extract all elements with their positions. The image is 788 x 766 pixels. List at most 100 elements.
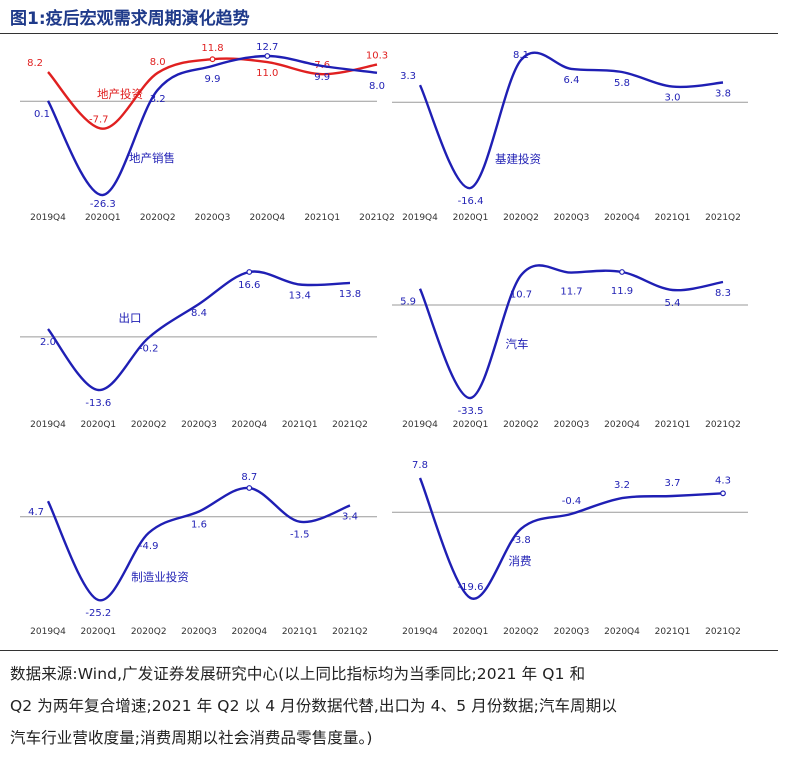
x-tick-label: 2020Q1 — [80, 420, 116, 430]
x-tick-label: 2021Q2 — [705, 627, 741, 637]
source-note-line-3: 汽车行业营收度量;消费周期以社会消费品零售度量。) — [10, 729, 373, 747]
data-label: 11.8 — [201, 43, 223, 54]
data-label: 3.2 — [614, 480, 630, 491]
series-name-label: 地产销售 — [129, 151, 175, 165]
x-tick-label: 2019Q4 — [30, 420, 66, 430]
series-name-label: 基建投资 — [495, 152, 541, 166]
data-label: -0.4 — [562, 496, 582, 507]
x-tick-label: 2020Q3 — [181, 627, 217, 637]
data-label: -3.8 — [511, 535, 531, 546]
figure-title: 图1:疫后宏观需求周期演化趋势 — [10, 9, 250, 29]
x-tick-label: 2021Q1 — [655, 420, 691, 430]
x-tick-label: 2021Q1 — [282, 627, 318, 637]
data-label: 12.7 — [256, 42, 278, 53]
x-tick-label: 2021Q2 — [705, 420, 741, 430]
data-label: 5.8 — [614, 78, 630, 89]
data-label: -4.9 — [139, 541, 159, 552]
data-label: -0.2 — [139, 344, 159, 355]
x-tick-label: 2020Q1 — [453, 213, 489, 223]
data-label: 8.1 — [513, 50, 529, 61]
data-label: -19.6 — [458, 582, 484, 593]
data-label: 3.8 — [715, 89, 731, 100]
data-label: 5.4 — [665, 298, 681, 309]
data-label: 8.0 — [150, 57, 166, 68]
x-tick-label: 2021Q1 — [655, 213, 691, 223]
data-point-marker — [246, 269, 253, 275]
data-label: 13.4 — [289, 291, 311, 302]
data-label: 3.2 — [150, 94, 166, 105]
x-tick-label: 2020Q4 — [604, 627, 640, 637]
data-label: 11.7 — [560, 287, 582, 298]
data-label: -26.3 — [90, 199, 116, 210]
x-tick-label: 2020Q4 — [604, 213, 640, 223]
x-tick-label: 2020Q2 — [140, 213, 176, 223]
data-label: 10.3 — [366, 51, 388, 62]
data-label: 16.6 — [238, 280, 260, 291]
series-line-1-2 — [46, 54, 378, 197]
source-note-line-2: Q2 为两年复合增速;2021 年 Q2 以 4 月份数据代替,出口为 4、5 … — [10, 697, 617, 715]
data-point-marker — [246, 485, 253, 491]
data-label: 8.3 — [715, 288, 731, 299]
data-label: -16.4 — [458, 196, 484, 207]
data-label: -1.5 — [290, 530, 310, 541]
data-point-marker — [619, 269, 625, 275]
series-line-2-1 — [418, 51, 724, 190]
charts-canvas: 2019Q4 2020Q1 2020Q2 2020Q3 2020Q4 2021Q1 2021… — [20, 42, 748, 637]
data-label: 3.7 — [665, 478, 681, 489]
data-label: 2.0 — [40, 337, 56, 348]
x-tick-label: 2021Q2 — [332, 420, 368, 430]
x-tick-label: 2021Q1 — [304, 213, 340, 223]
x-tick-label: 2020Q1 — [80, 627, 116, 637]
x-tick-label: 2020Q2 — [131, 420, 167, 430]
data-label: 11.0 — [256, 68, 278, 79]
data-label: 8.0 — [369, 81, 385, 92]
source-note: 数据来源:Wind,广发证券发展研究中心(以上同比指标均为当季同比;2021 年… — [10, 658, 762, 754]
series-line-3-1 — [47, 270, 351, 392]
x-tick-label: 2021Q1 — [282, 420, 318, 430]
x-tick-label: 2020Q1 — [453, 627, 489, 637]
x-tick-label: 2020Q3 — [554, 213, 590, 223]
data-label: 13.8 — [339, 289, 361, 300]
x-tick-label: 2019Q4 — [30, 627, 66, 637]
x-tick-label: 2020Q4 — [231, 420, 267, 430]
x-tick-label: 2020Q1 — [85, 213, 121, 223]
series-name-label: 地产投资 — [97, 87, 143, 101]
data-label: 7.8 — [412, 460, 428, 471]
x-tick-label: 2019Q4 — [402, 627, 438, 637]
x-tick-label: 2021Q2 — [705, 213, 741, 223]
data-label: 9.9 — [205, 74, 221, 85]
x-tick-label: 2020Q4 — [231, 627, 267, 637]
x-tick-label: 2019Q4 — [402, 420, 438, 430]
series-name-label: 汽车 — [506, 337, 529, 351]
data-label: 8.7 — [241, 472, 257, 483]
data-point-marker — [209, 56, 216, 63]
data-label: 4.7 — [28, 507, 44, 518]
data-label: 9.9 — [314, 72, 330, 83]
data-label: 1.6 — [191, 520, 207, 531]
data-label: -7.7 — [89, 115, 109, 126]
x-tick-label: 2019Q4 — [402, 213, 438, 223]
x-tick-label: 2021Q1 — [655, 627, 691, 637]
x-tick-label: 2020Q2 — [503, 420, 539, 430]
data-label: 11.9 — [611, 286, 633, 297]
series-line-6-1 — [418, 477, 724, 600]
x-tick-label: 2020Q4 — [604, 420, 640, 430]
series-line-5-1 — [46, 486, 351, 602]
data-label: 10.7 — [510, 289, 532, 300]
x-tick-label: 2020Q4 — [249, 213, 285, 223]
x-tick-label: 2020Q3 — [554, 420, 590, 430]
data-point-marker — [720, 490, 726, 497]
data-label: 4.3 — [715, 475, 731, 486]
data-label: -25.2 — [85, 608, 111, 619]
x-tick-label: 2020Q3 — [181, 420, 217, 430]
data-label: 8.4 — [191, 308, 207, 319]
x-tick-label: 2020Q1 — [453, 420, 489, 430]
source-rule — [0, 650, 778, 651]
series-line-4-1 — [418, 264, 724, 400]
data-label: 6.4 — [564, 75, 580, 86]
x-tick-label: 2020Q3 — [195, 213, 231, 223]
data-label: -33.5 — [458, 406, 484, 417]
data-label: -13.6 — [85, 398, 111, 409]
data-label: 3.3 — [400, 71, 416, 82]
series-line-1-1 — [47, 57, 378, 130]
